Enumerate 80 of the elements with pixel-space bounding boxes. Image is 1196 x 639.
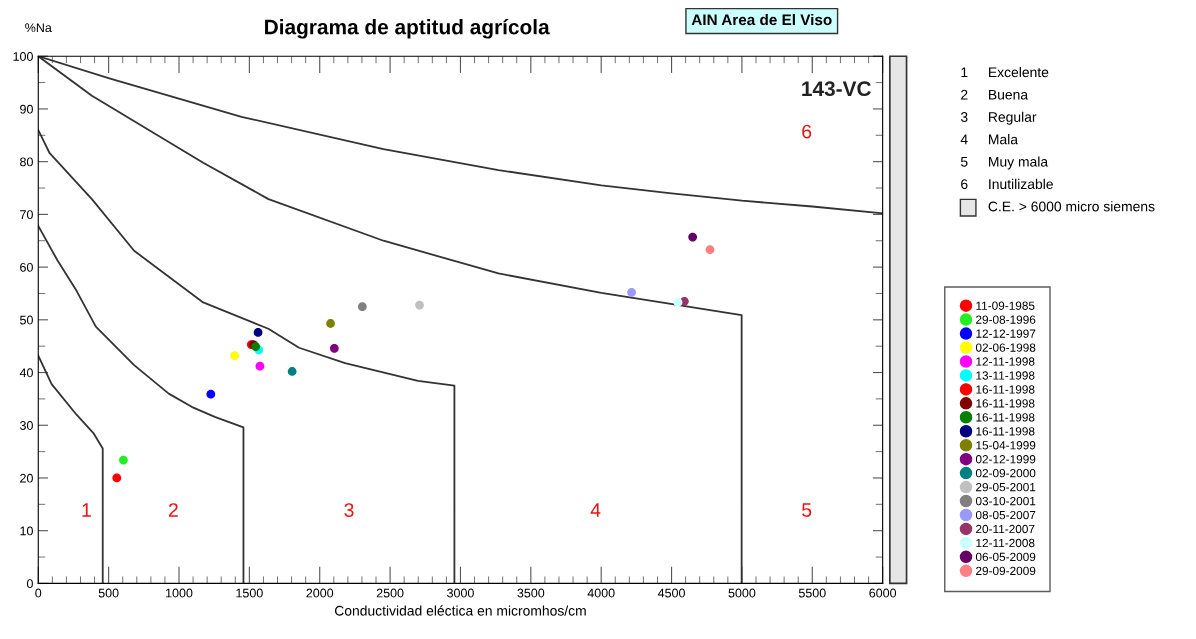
legend-label: 03-10-2001 <box>975 496 1036 506</box>
x-tick-label: 4500 <box>657 588 685 598</box>
x-tick-label: 5500 <box>798 588 826 598</box>
text: 3 Regular <box>960 111 1037 125</box>
line-series <box>38 354 104 584</box>
y-axis-title: %Na <box>25 23 52 33</box>
text: 6 Inutilizable <box>961 178 1053 190</box>
y-tick-label: 60 <box>20 262 33 272</box>
point <box>112 473 122 483</box>
x-tick-label: 2000 <box>306 588 334 598</box>
point <box>415 300 424 310</box>
y-tick-label: 90 <box>20 104 33 114</box>
text: C.E. > 6000 micro siemens <box>988 201 1155 212</box>
x-tick-label: 2500 <box>376 588 404 598</box>
point <box>230 351 239 361</box>
annotation: 3 <box>344 503 354 517</box>
annotation: 143-VC <box>802 81 871 97</box>
x-tick-label: 1500 <box>236 588 263 598</box>
point <box>357 302 367 312</box>
legend-label: 15-04-1999 <box>976 441 1036 450</box>
y-tick-label: 100 <box>13 52 33 61</box>
x-axis-title: Conductividad eléctica en micromhos/cm <box>334 605 586 616</box>
legend-label: 20-11-2007 <box>976 524 1035 534</box>
y-tick-label: 20 <box>20 473 33 483</box>
legend-label: 16-11-1998 <box>976 427 1035 436</box>
legend-label: 06-05-2009 <box>975 552 1036 562</box>
line-series <box>38 225 245 584</box>
y-tick-label: 80 <box>20 157 33 167</box>
x-tick-label: 5000 <box>728 588 756 598</box>
annotation: 5 <box>802 503 812 517</box>
legend-label: 12-11-2008 <box>976 538 1035 548</box>
y-tick-label: 70 <box>20 210 33 220</box>
point <box>253 328 263 337</box>
point <box>627 288 636 297</box>
legend-label: 13-11-1998 <box>976 371 1035 380</box>
point <box>119 455 128 465</box>
legend-label: 02-12-1999 <box>975 455 1036 464</box>
legend-label: 08-05-2007 <box>975 510 1036 520</box>
x-tick-label: 3500 <box>517 588 545 598</box>
y-tick-label: 30 <box>19 421 33 430</box>
y-tick-label: 0 <box>26 579 33 589</box>
point <box>688 232 698 242</box>
annotation: 2 <box>168 503 178 517</box>
legend-label: 12-12-1997 <box>976 329 1036 338</box>
annotation: 4 <box>590 503 601 517</box>
legend-label: 16-11-1998 <box>976 385 1035 394</box>
point <box>206 389 216 399</box>
legend-label: 16-11-1998 <box>976 399 1035 408</box>
x-tick-label: 1000 <box>166 588 193 598</box>
x-tick-label: 500 <box>98 588 119 598</box>
text: 2 Buena <box>961 89 1029 100</box>
y-tick-label: 10 <box>20 526 33 536</box>
x-tick-label: 4000 <box>587 588 615 598</box>
legend-label: 12-11-1998 <box>976 357 1035 366</box>
point <box>673 298 683 307</box>
legend-label: 29-08-1996 <box>976 315 1036 324</box>
legend-label: 11-09-1985 <box>976 301 1035 310</box>
chart-title: Diagrama de aptitud agrícola <box>265 18 550 39</box>
text: 4 Mala <box>960 134 1018 145</box>
legend-label: 02-06-1998 <box>975 343 1036 352</box>
x-tick-label: 6000 <box>869 588 897 598</box>
chart-subtitle: AIN Area de El Viso <box>691 13 832 26</box>
legend-label: 29-09-2009 <box>976 566 1036 576</box>
y-tick-label: 50 <box>20 315 33 325</box>
legend-label: 02-09-2000 <box>975 469 1036 478</box>
text: 5 Muy mala <box>960 156 1049 170</box>
y-tick-label: 40 <box>19 368 33 378</box>
point <box>287 367 297 376</box>
x-tick-label: 3000 <box>447 588 474 598</box>
annotation: 6 <box>802 124 812 139</box>
legend-label: 29-05-2001 <box>976 482 1036 492</box>
annotation: 1 <box>82 503 91 517</box>
point <box>329 343 339 353</box>
line-series <box>38 129 456 584</box>
point <box>255 361 265 371</box>
text: 1 Excelente <box>961 67 1049 78</box>
legend-label: 16-11-1998 <box>976 413 1035 422</box>
point <box>705 245 715 255</box>
x-tick-label: 0 <box>35 588 42 598</box>
point <box>326 319 335 328</box>
